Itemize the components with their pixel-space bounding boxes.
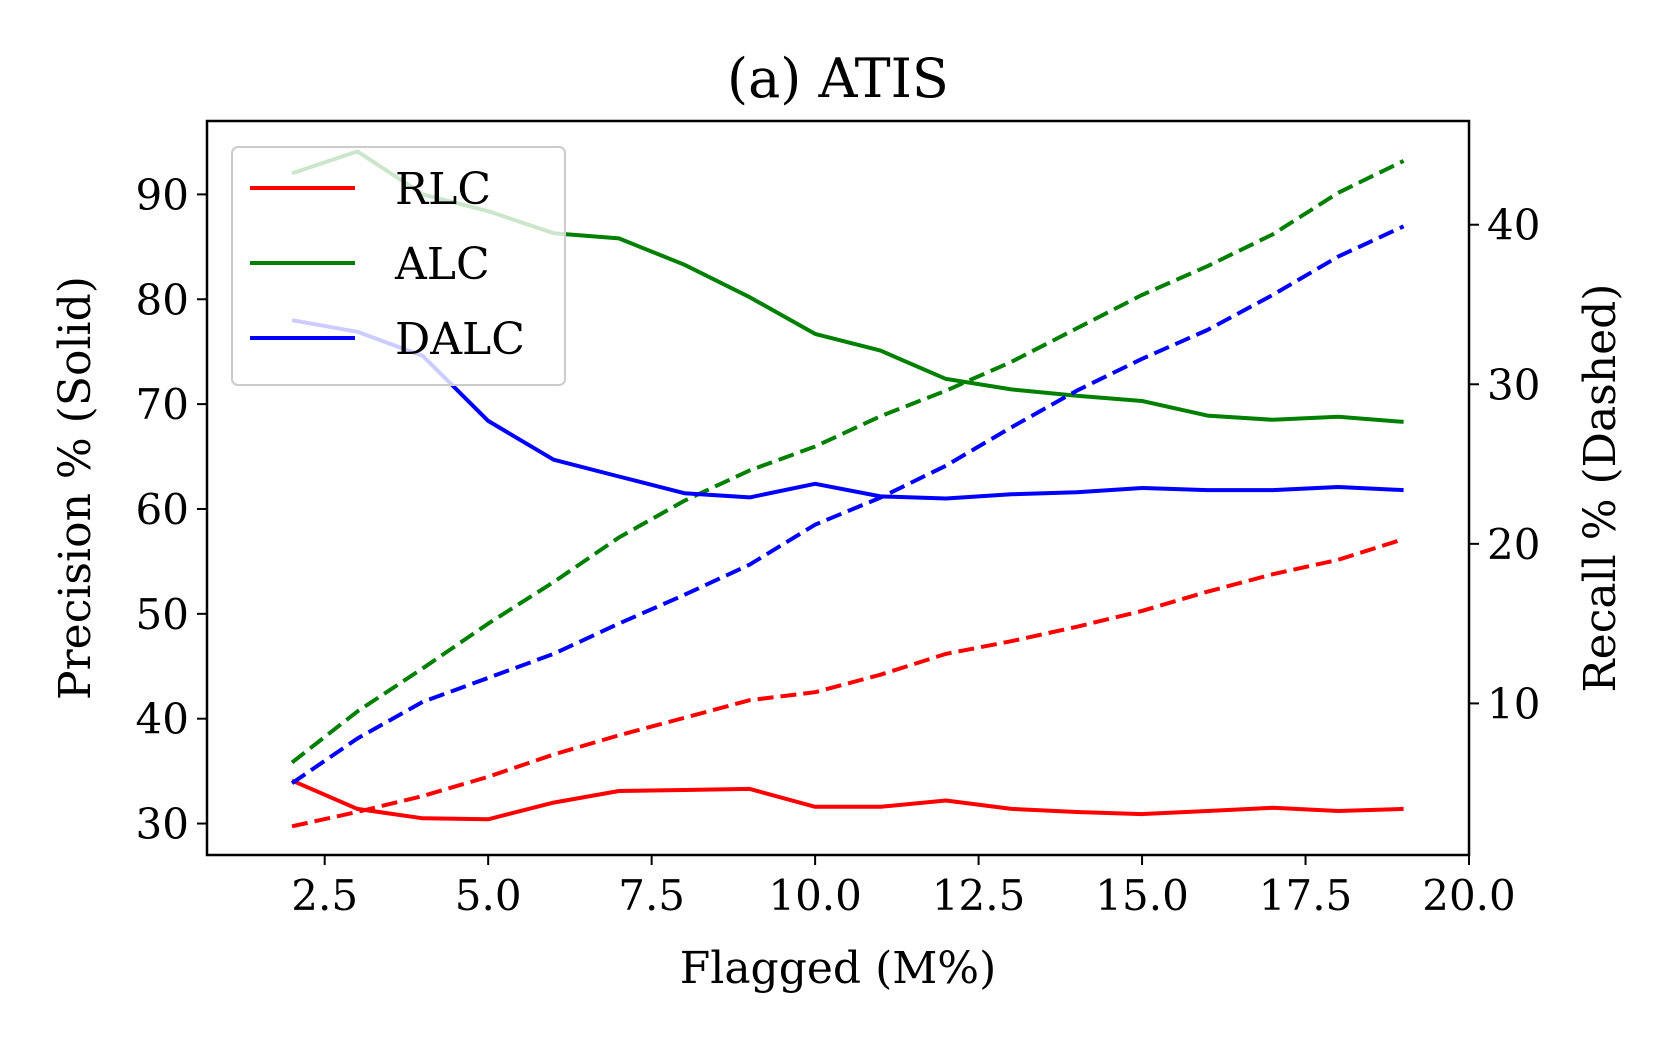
alc-recall-line bbox=[290, 159, 1405, 765]
legend-entries: RLC ALC DALC bbox=[250, 164, 525, 365]
y-axis-left-label: Precision % (Solid) bbox=[50, 276, 101, 700]
y-axis-right-label: Recall % (Dashed) bbox=[1575, 284, 1626, 693]
legend: RLC ALC DALC bbox=[231, 146, 566, 386]
legend-alc-label: ALC bbox=[394, 239, 490, 290]
x-tick-label: 10.0 bbox=[768, 871, 862, 920]
y-axis-right: 10 20 30 40 bbox=[1469, 201, 1540, 728]
x-tick-label: 17.5 bbox=[1259, 871, 1353, 920]
y-left-tick-label: 40 bbox=[136, 695, 189, 744]
rlc-precision-line bbox=[291, 778, 1404, 822]
x-tick-label: 15.0 bbox=[1095, 871, 1189, 920]
rlc-recall-line bbox=[291, 537, 1405, 829]
y-left-tick-label: 60 bbox=[136, 485, 189, 534]
legend-rlc-label: RLC bbox=[395, 164, 491, 215]
y-left-tick-label: 50 bbox=[136, 590, 189, 639]
x-tick-label: 7.5 bbox=[618, 871, 685, 920]
x-tick-label: 20.0 bbox=[1422, 871, 1516, 920]
y-left-tick-label: 30 bbox=[136, 800, 189, 849]
y-right-tick-label: 10 bbox=[1487, 679, 1540, 728]
plot-frame bbox=[205, 119, 1471, 857]
dalc-recall-line bbox=[290, 224, 1405, 785]
x-tick-label: 12.5 bbox=[932, 871, 1026, 920]
x-tick-label: 5.0 bbox=[455, 871, 522, 920]
y-left-tick-label: 80 bbox=[136, 275, 189, 324]
legend-dalc-label: DALC bbox=[395, 314, 525, 365]
y-left-tick-label: 90 bbox=[136, 170, 189, 219]
y-right-tick-label: 30 bbox=[1487, 360, 1540, 409]
x-axis: 2.5 5.0 7.5 10.0 12.5 15.0 17.5 20.0 bbox=[291, 855, 1516, 920]
y-right-tick-label: 20 bbox=[1487, 520, 1540, 569]
dalc-precision-line bbox=[291, 318, 1404, 501]
x-tick-label: 2.5 bbox=[291, 871, 358, 920]
y-axis-left: 30 40 50 60 70 80 90 bbox=[136, 170, 207, 849]
y-right-tick-label: 40 bbox=[1487, 201, 1540, 250]
series-layer bbox=[290, 149, 1405, 829]
y-left-tick-label: 70 bbox=[136, 380, 189, 429]
chart-title: (a) ATIS bbox=[727, 47, 949, 110]
legend-box bbox=[231, 146, 566, 386]
x-axis-label: Flagged (M%) bbox=[680, 943, 997, 994]
